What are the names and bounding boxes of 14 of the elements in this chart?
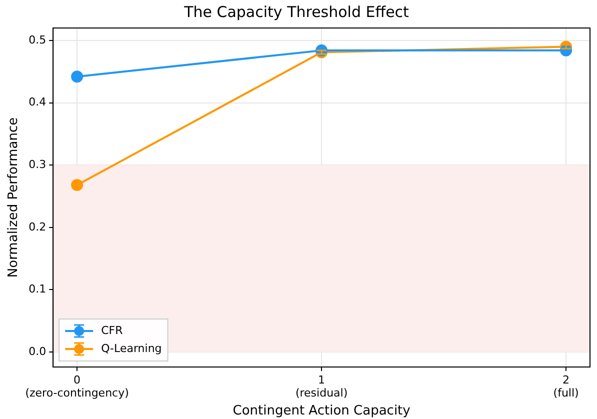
x-tick-label: 2 (full)	[553, 373, 579, 400]
y-tick-label: 0.5	[28, 33, 46, 46]
y-axis-title: Normalized Performance	[6, 117, 22, 278]
legend-label: CFR	[101, 324, 124, 337]
y-tick-label: 0.0	[28, 344, 46, 358]
x-tick-label: 1 (residual)	[295, 373, 348, 400]
y-tick-label: 0.3	[28, 158, 46, 171]
x-tick-label: 0 (zero-contingency)	[25, 373, 129, 400]
legend-label: Q-Learning	[101, 342, 162, 355]
y-tick-label: 0.1	[28, 282, 46, 296]
y-tick-label: 0.2	[28, 220, 46, 234]
y-tick-label: 0.4	[28, 96, 46, 109]
x-axis-title: Contingent Action Capacity	[232, 404, 411, 419]
chart-title: The Capacity Threshold Effect	[183, 2, 410, 21]
